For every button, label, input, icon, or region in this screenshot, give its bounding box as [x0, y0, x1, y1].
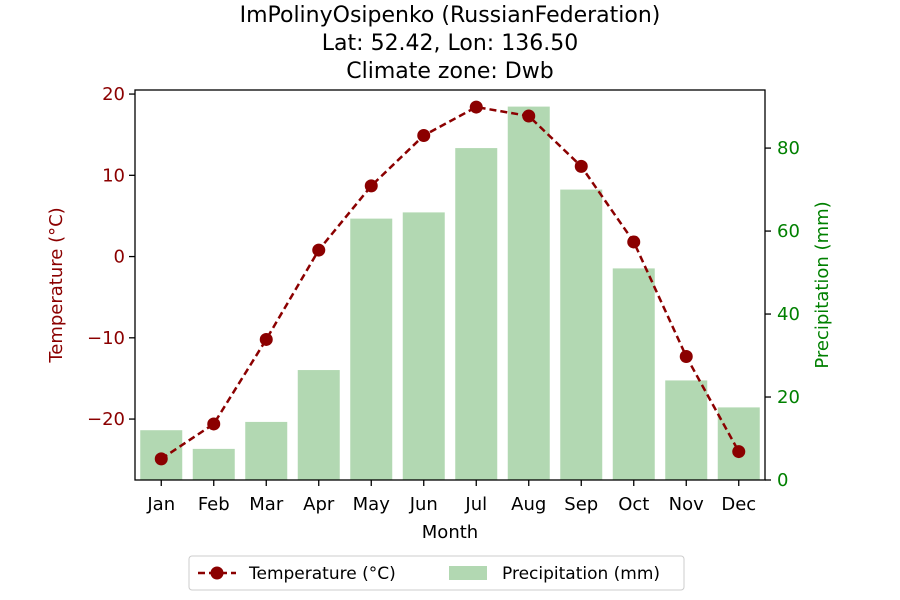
month-tick-label: Mar — [249, 494, 284, 515]
temperature-tick-label: 20 — [102, 84, 125, 105]
temperature-tick-label: −10 — [87, 328, 125, 349]
temperature-point-sep — [574, 159, 588, 173]
legend-precipitation-swatch — [449, 566, 487, 580]
temperature-point-jul — [469, 100, 483, 114]
temperature-point-may — [364, 179, 378, 193]
month-tick-label: Aug — [511, 494, 546, 515]
month-tick-label: Jun — [409, 494, 438, 515]
month-tick-label: Nov — [669, 494, 704, 515]
temperature-axis: −20 −10 0 10 20 — [87, 84, 135, 430]
temperature-point-aug — [522, 109, 536, 123]
chart-title-line-3: Climate zone: Dwb — [346, 59, 553, 84]
temperature-axis-label: Temperature (°C) — [46, 207, 67, 363]
x-axis-label: Month — [422, 522, 478, 543]
plot-frame — [134, 89, 766, 481]
month-tick-label: Apr — [303, 494, 335, 515]
precipitation-axis-label: Precipitation (mm) — [812, 201, 833, 368]
month-tick-label: Feb — [198, 494, 230, 515]
precipitation-tick-label: 60 — [777, 221, 800, 242]
temperature-point-mar — [259, 332, 273, 346]
precipitation-bar-oct — [612, 268, 655, 480]
precipitation-bar-dec — [717, 407, 760, 480]
month-tick-label: Jul — [464, 494, 487, 515]
temperature-point-oct — [627, 235, 641, 249]
temperature-tick-label: 0 — [114, 247, 125, 268]
month-tick-label: May — [353, 494, 391, 515]
chart-title: ImPolinyOsipenko (RussianFederation) Lat… — [240, 3, 661, 84]
month-tick-label: Jan — [146, 494, 175, 515]
temperature-series — [154, 100, 746, 466]
temperature-line — [160, 105, 740, 460]
legend-precipitation-label: Precipitation (mm) — [502, 564, 660, 584]
precipitation-axis: 0 20 40 60 80 — [765, 138, 800, 491]
temperature-point-dec — [732, 445, 746, 459]
temperature-point-jun — [417, 129, 431, 142]
precipitation-bar-may — [350, 218, 393, 481]
chart-title-line-1: ImPolinyOsipenko (RussianFederation) — [240, 3, 661, 28]
precipitation-tick-label: 40 — [777, 304, 800, 325]
temperature-point-jan — [154, 452, 168, 466]
precipitation-tick-label: 20 — [777, 387, 800, 408]
precipitation-bars — [140, 106, 760, 481]
month-tick-label: Dec — [721, 494, 756, 515]
precipitation-bar-mar — [245, 421, 288, 480]
temperature-point-nov — [679, 350, 693, 363]
legend-temperature-marker — [210, 566, 224, 580]
temperature-point-apr — [312, 243, 326, 257]
legend-temperature-label: Temperature (°C) — [248, 564, 396, 584]
legend-box — [188, 555, 685, 591]
precipitation-bar-feb — [192, 448, 235, 480]
temperature-tick-label: −20 — [87, 409, 125, 430]
precipitation-bar-nov — [665, 380, 708, 480]
month-tick-label: Oct — [618, 494, 649, 515]
temperature-point-feb — [207, 417, 221, 431]
precipitation-bar-jun — [402, 212, 445, 480]
temperature-tick-label: 10 — [102, 165, 125, 186]
legend: Temperature (°C) Precipitation (mm) — [188, 555, 685, 591]
precipitation-bar-sep — [560, 189, 603, 480]
month-tick-label: Sep — [564, 494, 598, 515]
precipitation-tick-label: 0 — [777, 470, 788, 491]
precipitation-tick-label: 80 — [777, 138, 800, 159]
precipitation-bar-aug — [507, 106, 550, 481]
month-axis: Jan Feb Mar Apr May Jun Jul Aug Sep Oct Nov Dec — [146, 480, 756, 515]
precipitation-bar-jul — [455, 148, 498, 480]
chart-title-line-2: Lat: 52.42, Lon: 136.50 — [322, 31, 578, 56]
precipitation-bar-apr — [297, 370, 340, 480]
